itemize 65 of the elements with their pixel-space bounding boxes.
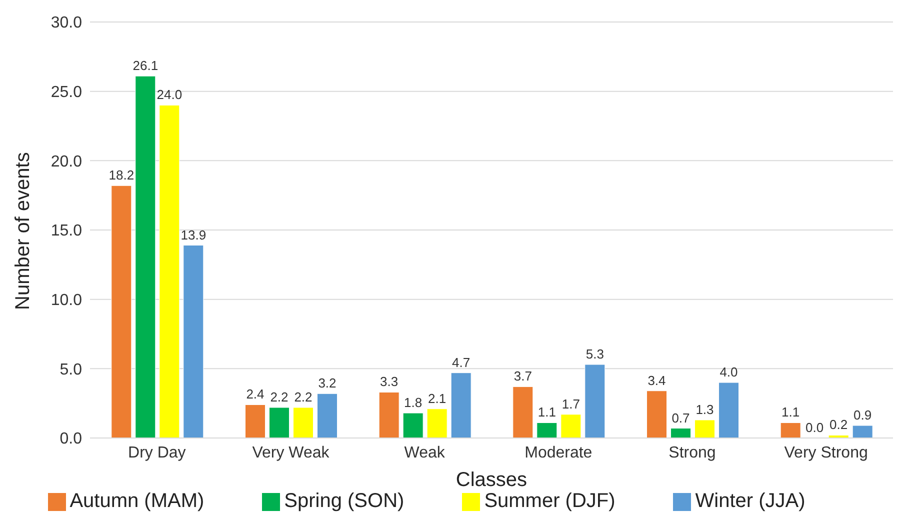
data-label: 3.3 — [380, 374, 398, 390]
data-label: 2.2 — [270, 389, 288, 404]
data-label: 0.2 — [830, 417, 848, 432]
bar — [852, 425, 873, 438]
data-label: 4.7 — [452, 354, 470, 370]
y-tick-label: 0.0 — [60, 430, 82, 448]
y-tick-label: 25.0 — [50, 84, 82, 102]
data-label: 3.7 — [514, 368, 532, 384]
bar — [378, 392, 400, 438]
bar — [183, 245, 204, 438]
y-tick-label: 20.0 — [50, 153, 82, 170]
bar — [560, 414, 582, 438]
bar — [450, 372, 472, 438]
legend-label: Winter (JJA) — [695, 490, 806, 512]
x-tick-label: Weak — [404, 444, 446, 462]
legend-label: Summer (DJF) — [484, 490, 616, 512]
data-label: 26.1 — [132, 58, 158, 74]
bar — [111, 185, 132, 438]
data-label: 5.3 — [586, 346, 604, 362]
bar — [584, 364, 606, 438]
data-label: 2.2 — [294, 389, 312, 404]
x-tick-label: Very Weak — [252, 444, 330, 462]
bar — [292, 407, 314, 438]
bar — [316, 393, 338, 438]
bar — [718, 382, 739, 438]
bar — [694, 420, 715, 438]
bar — [780, 422, 801, 438]
bar — [646, 390, 667, 438]
y-axis-title: Number of events — [12, 152, 34, 310]
bar — [135, 76, 156, 438]
data-label: 0.0 — [806, 420, 824, 435]
bar — [268, 407, 290, 438]
data-label: 1.7 — [562, 396, 580, 412]
data-label: 2.1 — [428, 390, 446, 406]
data-label: 3.4 — [648, 372, 666, 388]
data-label: 1.8 — [404, 395, 422, 410]
bar — [244, 404, 266, 438]
y-tick-label: 10.0 — [50, 292, 82, 310]
bar — [426, 408, 448, 438]
bar — [670, 428, 691, 438]
data-label: 1.1 — [782, 404, 800, 420]
bar — [159, 104, 180, 438]
bar — [512, 386, 534, 438]
y-tick-label: 15.0 — [50, 222, 82, 240]
data-label: 3.2 — [318, 376, 336, 391]
data-label: 4.0 — [720, 364, 738, 380]
legend-label: Spring (SON) — [284, 490, 404, 512]
y-tick-label: 5.0 — [60, 361, 82, 378]
y-tick-label: 30.0 — [50, 14, 82, 32]
x-tick-label: Moderate — [524, 444, 592, 462]
bar — [402, 412, 424, 438]
legend-label: Autumn (MAM) — [70, 490, 204, 512]
data-label: 1.3 — [696, 402, 714, 417]
data-label: 24.0 — [156, 87, 182, 102]
x-tick-label: Very Strong — [784, 444, 868, 462]
x-axis-title: Classes — [456, 469, 528, 491]
data-label: 13.9 — [180, 227, 206, 242]
data-label: 2.4 — [246, 386, 264, 402]
data-label: 0.7 — [672, 410, 690, 426]
data-label: 1.1 — [538, 404, 556, 420]
data-label: 0.9 — [854, 408, 872, 423]
bar — [536, 422, 558, 438]
data-label: 18.2 — [108, 168, 134, 183]
x-tick-label: Strong — [668, 444, 716, 462]
x-tick-label: Dry Day — [128, 444, 186, 462]
